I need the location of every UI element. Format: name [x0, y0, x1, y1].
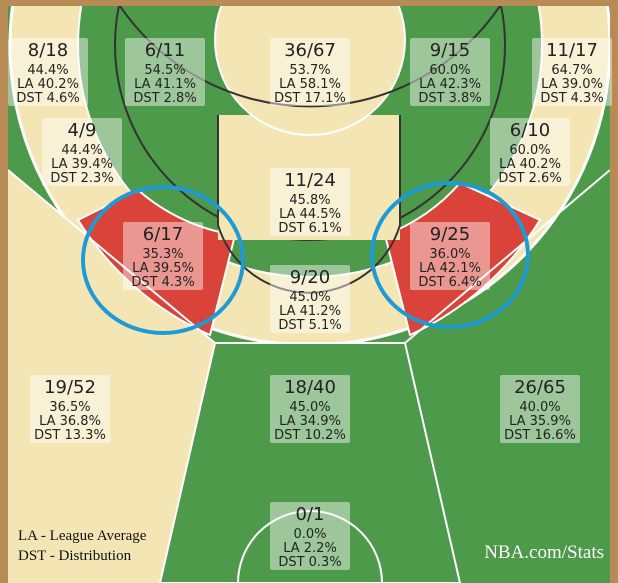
highlight-circle	[370, 181, 530, 329]
zone-box	[8, 38, 88, 106]
zone-pct: 45.0%	[289, 290, 330, 305]
zone-la: LA 40.2%	[499, 157, 561, 172]
zone-pct: 44.4%	[27, 63, 68, 78]
zone-la: LA 39.5%	[132, 261, 194, 276]
zone-shots: 6/17	[143, 224, 183, 245]
zone-box	[270, 502, 350, 570]
zone-box	[490, 118, 570, 186]
zone-dst: DST 2.3%	[50, 171, 113, 186]
zone-dst: DST 16.6%	[504, 428, 576, 443]
zone-dst: DST 5.1%	[278, 318, 341, 333]
zone-dst: DST 10.2%	[274, 428, 346, 443]
zone-pct: 0.0%	[293, 527, 326, 542]
zone-box	[123, 222, 203, 290]
zone-la: LA 39.0%	[541, 77, 603, 92]
zone-la: LA 58.1%	[279, 77, 341, 92]
zone-pct: 35.3%	[142, 247, 183, 262]
zone-pct: 60.0%	[429, 63, 470, 78]
zone-shots: 6/10	[510, 120, 550, 141]
zone-shots: 18/40	[284, 377, 336, 398]
zone-la: LA 36.8%	[39, 414, 101, 429]
zone-la: LA 41.1%	[134, 77, 196, 92]
zone-dst: DST 13.3%	[34, 428, 106, 443]
zone-dst: DST 4.3%	[540, 91, 603, 106]
zone-dst: DST 0.3%	[278, 555, 341, 570]
zone-dst: DST 4.6%	[16, 91, 79, 106]
zone-box	[500, 375, 580, 443]
zone-pct: 53.7%	[289, 63, 330, 78]
zone-box	[270, 38, 350, 106]
zone-dst: DST 2.8%	[133, 91, 196, 106]
zone-dst: DST 17.1%	[274, 91, 346, 106]
zone-shots: 9/20	[290, 267, 330, 288]
zone-dst: DST 2.6%	[498, 171, 561, 186]
zone-shots: 26/65	[514, 377, 566, 398]
zone-pct: 45.0%	[289, 400, 330, 415]
zone-shots: 11/24	[284, 170, 336, 191]
court	[8, 6, 610, 583]
zone-box	[532, 38, 612, 106]
zone-box	[42, 118, 122, 186]
zone-shots: 19/52	[44, 377, 96, 398]
zone-shots: 8/18	[28, 40, 68, 61]
highlight-circle	[81, 185, 245, 335]
zone-pct: 36.0%	[429, 247, 470, 262]
zone-shots: 0/1	[296, 504, 325, 525]
zone-shots: 9/15	[430, 40, 470, 61]
zone-pct: 64.7%	[551, 63, 592, 78]
zone-la: LA 39.4%	[51, 157, 113, 172]
zone-pct: 40.0%	[519, 400, 560, 415]
zone-la: LA 41.2%	[279, 304, 341, 319]
zone-dst: DST 4.3%	[131, 275, 194, 290]
zone-box	[270, 168, 350, 236]
zone-box	[30, 375, 110, 443]
legend-entry: DST - Distribution	[18, 548, 132, 564]
zone-pct: 45.8%	[289, 193, 330, 208]
zone-box	[410, 222, 490, 290]
zone-box	[270, 265, 350, 333]
zone-la: LA 35.9%	[509, 414, 571, 429]
zone-la: LA 42.1%	[419, 261, 481, 276]
zone-shots: 36/67	[284, 40, 336, 61]
zone-dst: DST 6.1%	[278, 221, 341, 236]
zone-shots: 9/25	[430, 224, 470, 245]
zone-dst: DST 3.8%	[418, 91, 481, 106]
zone-box	[270, 375, 350, 443]
zone-dst: DST 6.4%	[418, 275, 481, 290]
zone-pct: 36.5%	[49, 400, 90, 415]
zone-pct: 44.4%	[61, 143, 102, 158]
zone-pct: 60.0%	[509, 143, 550, 158]
zone-shots: 6/11	[145, 40, 185, 61]
zone-box	[125, 38, 205, 106]
zone-la: LA 42.3%	[419, 77, 481, 92]
watermark: NBA.com/Stats	[484, 542, 604, 563]
zone-pct: 54.5%	[144, 63, 185, 78]
zone-la: LA 40.2%	[17, 77, 79, 92]
zone-shots: 4/9	[68, 120, 97, 141]
legend-entry: LA - League Average	[18, 528, 147, 544]
zone-shots: 11/17	[546, 40, 598, 61]
zone-la: LA 2.2%	[283, 541, 337, 556]
zone-la: LA 44.5%	[279, 207, 341, 222]
zone-la: LA 34.9%	[279, 414, 341, 429]
zone-box	[410, 38, 490, 106]
